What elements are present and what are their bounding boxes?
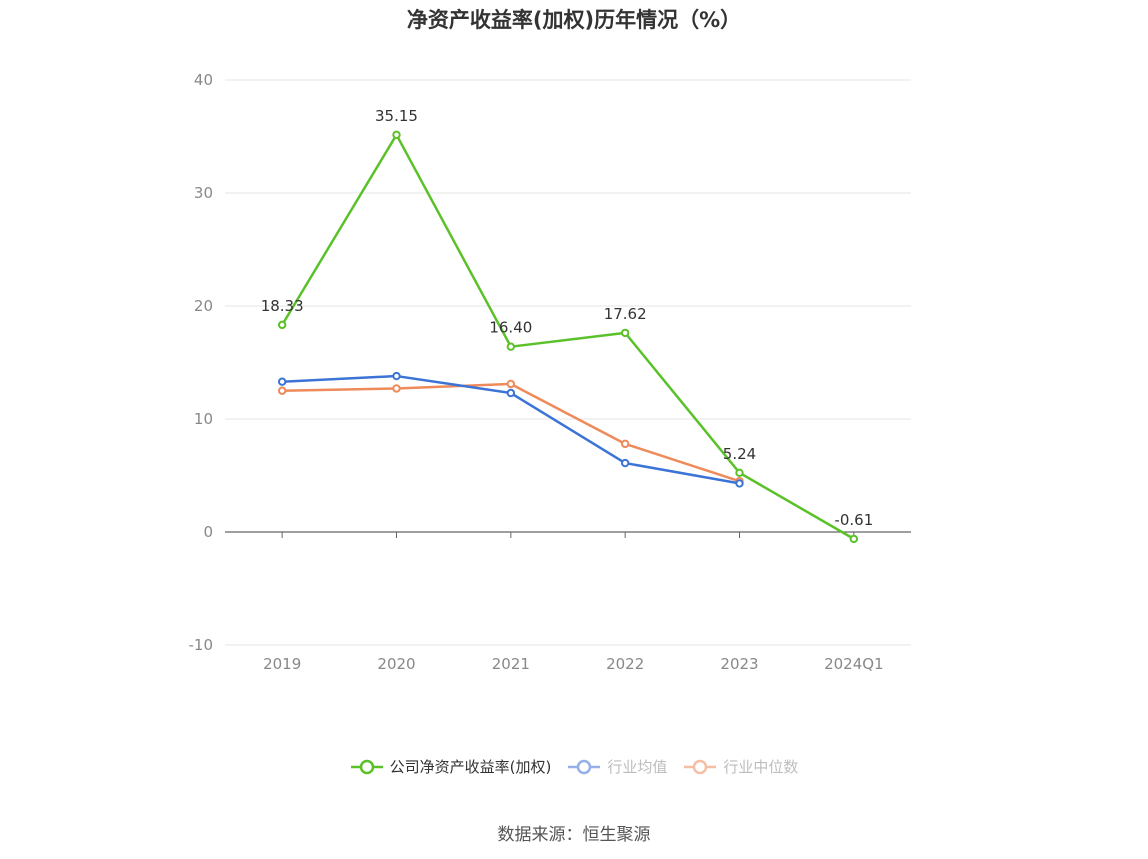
legend-label: 公司净资产收益率(加权)	[389, 758, 552, 776]
x-tick-label: 2021	[492, 655, 530, 673]
y-tick-label: 10	[194, 410, 213, 428]
y-tick-label: 30	[194, 184, 213, 202]
data-label: 5.24	[723, 445, 756, 463]
data-point-industry_median	[277, 386, 287, 395]
series-line-company	[281, 133, 855, 540]
data-point-industry_median	[392, 384, 401, 393]
data-label: 16.40	[489, 319, 532, 337]
y-tick-label: 20	[194, 297, 213, 315]
series-line-industry_median	[282, 382, 740, 483]
y-tick-label: 0	[203, 523, 213, 541]
line-chart: -10 0 10 20 30 40 2019 2020 2021 2022 2023 2024Q1 1…	[189, 71, 911, 673]
legend: 公司净资产收益率(加权) 行业均值 行业中位数	[0, 756, 1148, 777]
data-point-company	[506, 342, 516, 351]
data-label: 18.33	[261, 297, 304, 315]
data-point-industry_avg	[392, 371, 401, 381]
data-point-company	[620, 328, 630, 338]
legend-swatch-icon	[684, 759, 717, 774]
chart-title: 净资产收益率(加权)历年情况（%）	[406, 8, 742, 32]
legend-label: 行业均值	[607, 758, 668, 776]
data-labels: 18.33 35.15 16.40 17.62 5.24 -0.61	[261, 107, 874, 529]
data-point-industry_median	[620, 439, 630, 449]
data-point-industry_avg	[506, 388, 516, 398]
data-point-company	[849, 534, 859, 544]
legend-item-industry_median[interactable]: 行业中位数	[683, 756, 798, 777]
x-tick-label: 2024Q1	[824, 655, 884, 673]
y-tick-label: -10	[189, 636, 214, 654]
legend-swatch-icon	[568, 759, 601, 774]
data-point-industry_avg	[735, 479, 744, 488]
legend-item-industry_avg[interactable]: 行业均值	[567, 756, 667, 777]
data-point-industry_median	[506, 379, 516, 389]
x-tick-label: 2019	[263, 655, 301, 673]
data-point-industry_avg	[620, 458, 630, 468]
data-point-company	[392, 130, 401, 140]
legend-label: 行业中位数	[723, 758, 799, 776]
axes: -10 0 10 20 30 40 2019 2020 2021 2022 2023 2024Q1	[189, 71, 911, 673]
data-label: 35.15	[375, 107, 418, 125]
grid-lines	[225, 79, 911, 646]
data-point-industry_avg	[277, 377, 287, 386]
y-tick-label: 40	[194, 71, 213, 89]
legend-swatch-icon	[350, 759, 383, 774]
data-point-company	[735, 468, 744, 477]
data-label: 17.62	[604, 305, 647, 323]
x-tick-label: 2020	[377, 655, 415, 673]
legend-item-company[interactable]: 公司净资产收益率(加权)	[350, 756, 552, 777]
x-tick-label: 2022	[606, 655, 644, 673]
data-label: -0.61	[834, 511, 873, 529]
x-tick-label: 2023	[720, 655, 758, 673]
series-lines	[277, 130, 859, 544]
data-point-company	[277, 320, 287, 330]
data-source: 数据来源：恒生聚源	[497, 825, 651, 845]
